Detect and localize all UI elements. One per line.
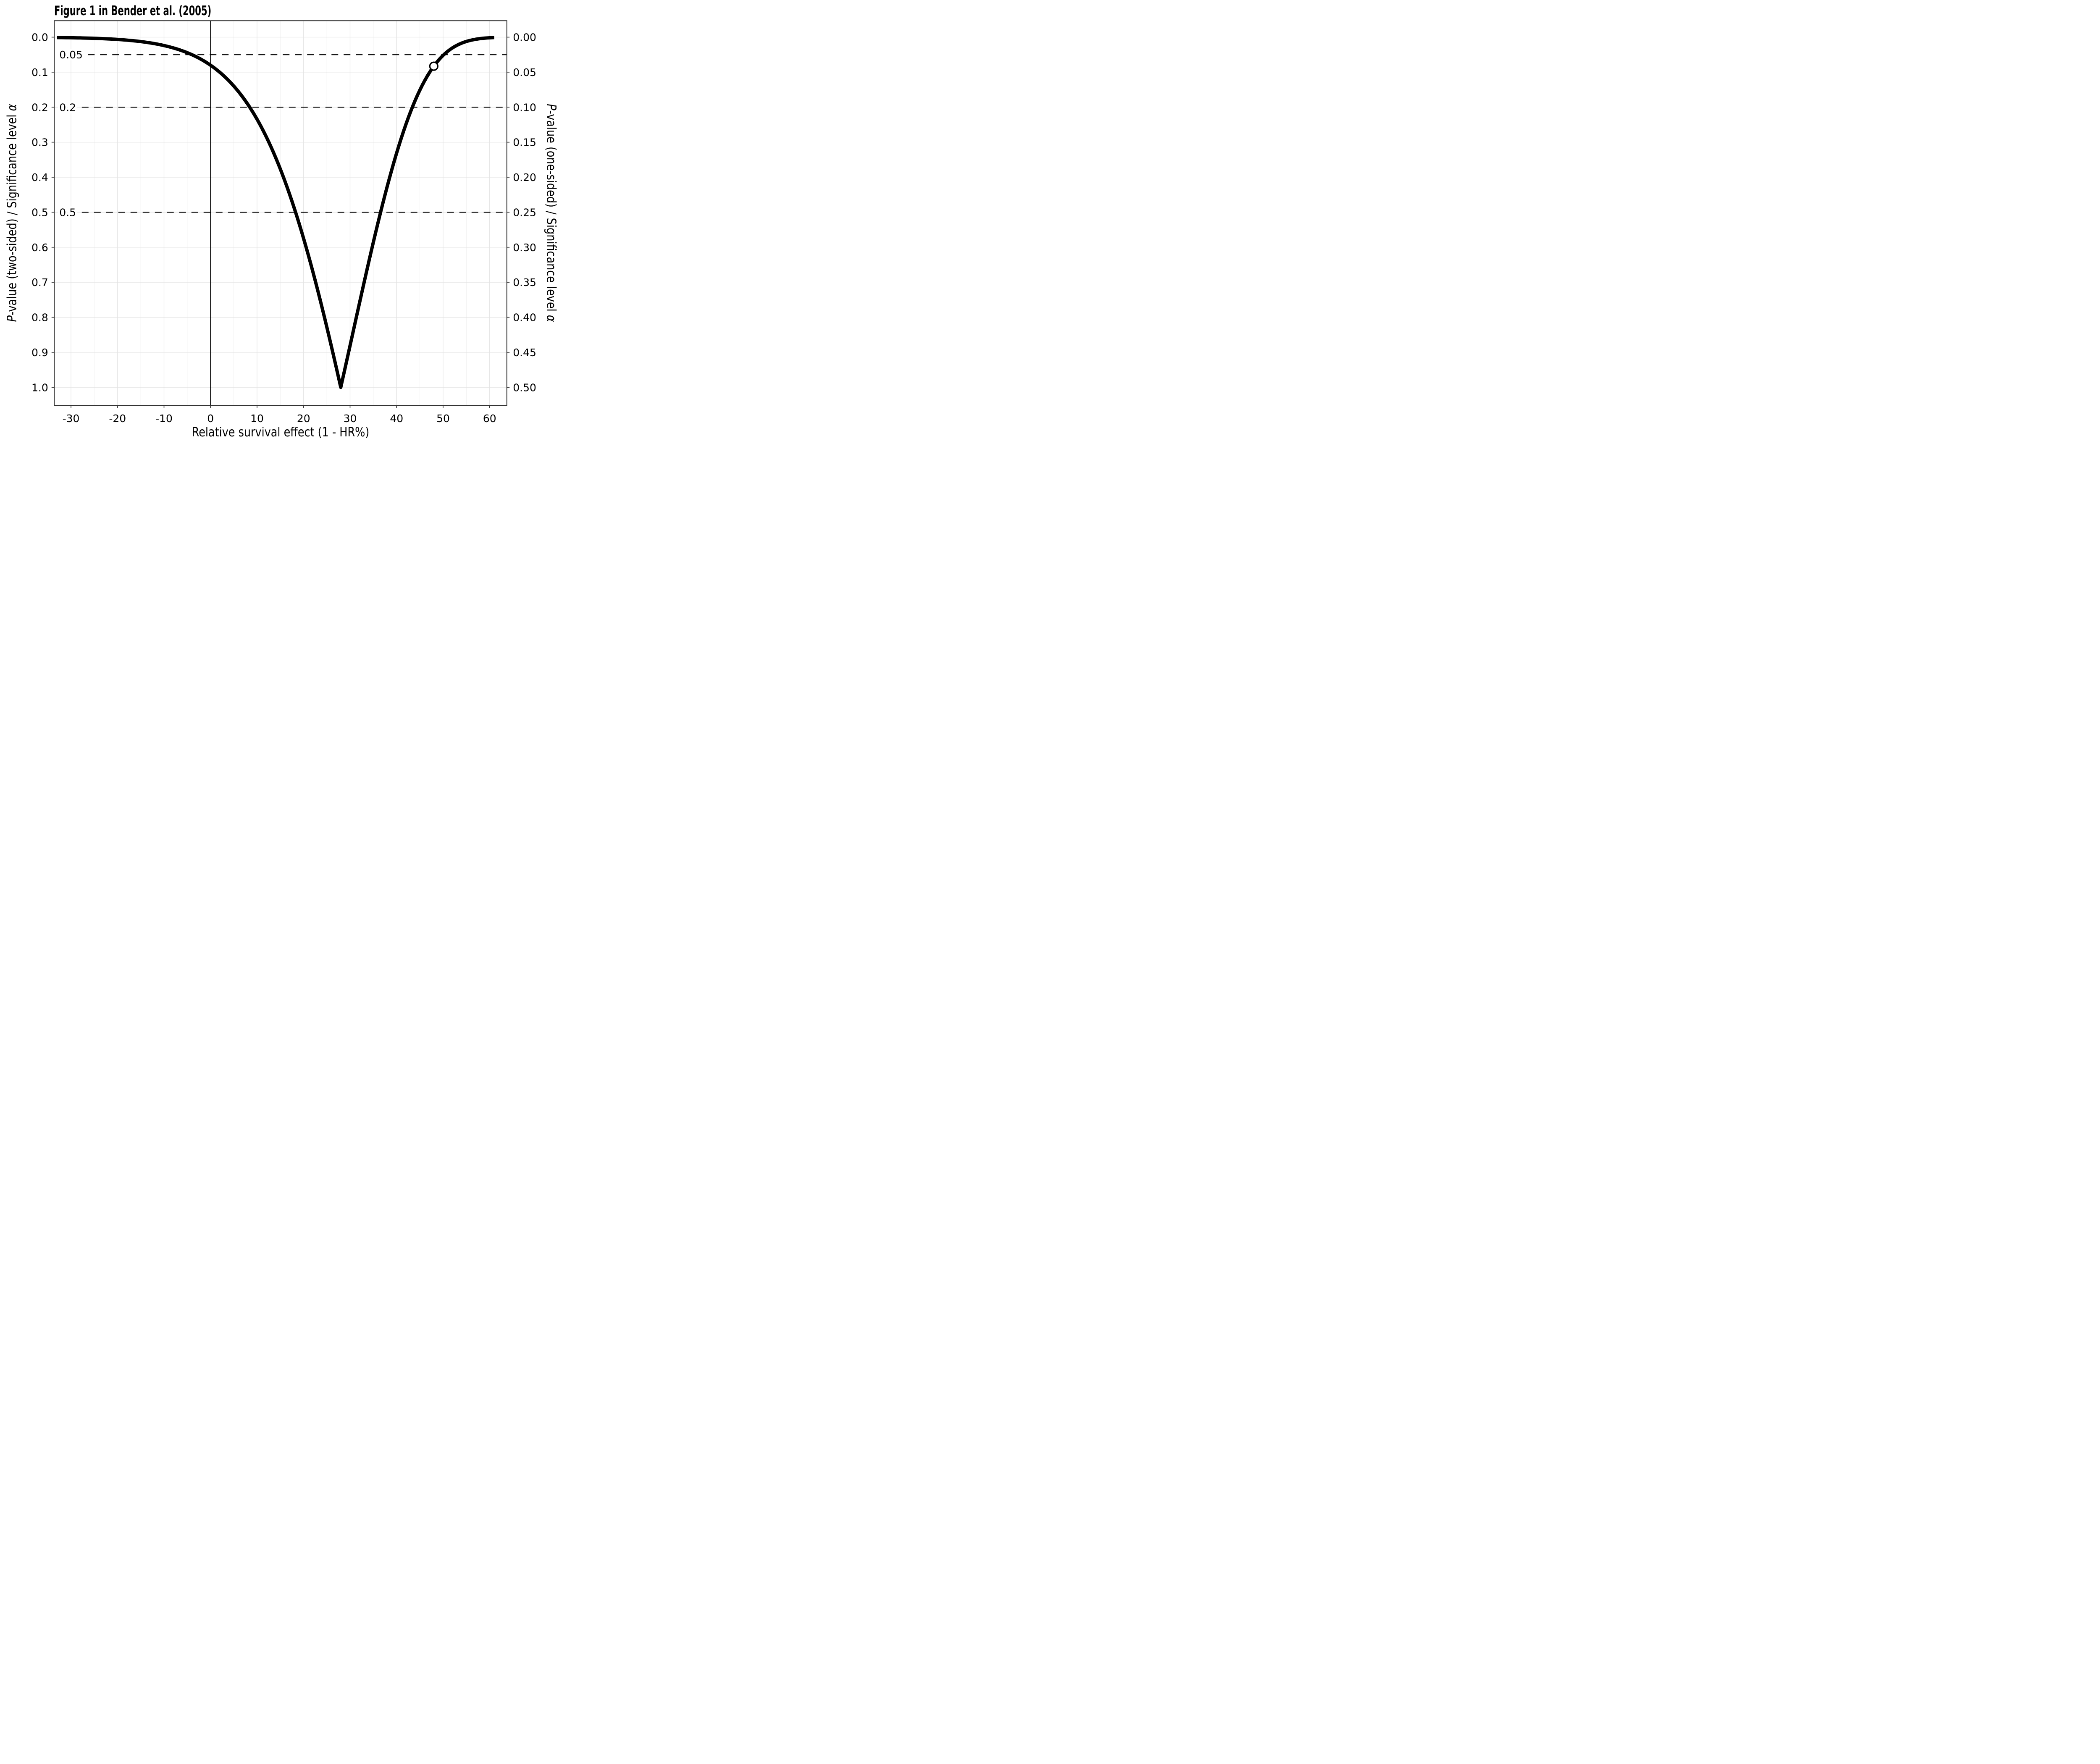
- y-left-title-alpha: α: [5, 104, 20, 111]
- y-left-tick-label: 0.5: [32, 206, 48, 218]
- y-left-tick-label: 0.6: [32, 242, 48, 254]
- y-right-tick-label: 0.45: [513, 346, 536, 359]
- x-tick-label: 60: [483, 412, 496, 425]
- y-left-title-mid: -value (two-sided) / Significance level: [5, 111, 20, 316]
- x-tick-label: 40: [390, 412, 403, 425]
- x-tick-label: 30: [344, 412, 357, 425]
- y-right-tick-label: 0.15: [513, 136, 536, 149]
- y-right-title-mid: -value (one-sided) / Significance level: [543, 110, 559, 315]
- x-tick-label: 20: [297, 412, 310, 425]
- estimate-marker: [429, 61, 438, 71]
- y-right-title-alpha: α: [543, 315, 559, 322]
- x-tick-label: 0: [207, 412, 214, 425]
- pvalue-curve: [57, 36, 494, 389]
- y-left-tick-label: 0.8: [32, 312, 48, 324]
- y-right-tick-label: 0.25: [513, 206, 536, 218]
- x-tick-label: 10: [250, 412, 264, 425]
- x-axis-title-text: Relative survival effect (1 - HR%): [192, 425, 370, 440]
- x-tick-label: -30: [63, 412, 80, 425]
- y-right-tick-label: 0.50: [513, 381, 536, 394]
- y-right-tick-label: 0.40: [513, 312, 536, 324]
- y-right-tick-label: 0.20: [513, 171, 536, 184]
- y-right-tick-label: 0.35: [513, 276, 536, 289]
- panel-border: [54, 20, 507, 406]
- y-left-tick-label: 0.2: [32, 101, 48, 113]
- x-tick-label: -10: [155, 412, 173, 425]
- chart-title: Figure 1 in Bender et al. (2005): [54, 3, 212, 18]
- y-left-tick-label: 1.0: [32, 381, 48, 394]
- reference-label-0.2: 0.2: [59, 101, 76, 113]
- y-right-tick-label: 0.10: [513, 101, 536, 113]
- y-left-title-p: P: [5, 315, 20, 322]
- y-axis-title-right: P-value (one-sided) / Significance level…: [544, 104, 559, 322]
- y-right-tick-label: 0.30: [513, 242, 536, 254]
- x-axis-title: Relative survival effect (1 - HR%): [192, 425, 370, 440]
- reference-label-0.05: 0.05: [59, 49, 83, 61]
- y-left-tick-label: 0.1: [32, 66, 48, 79]
- pvalue-function-figure: Figure 1 in Bender et al. (2005) -30 -20-…: [0, 0, 567, 441]
- y-left-tick-label: 0.3: [32, 136, 48, 149]
- y-left-tick-label: 0.7: [32, 276, 48, 289]
- y-right-tick-label: 0.05: [513, 66, 536, 79]
- y-right-title-p: P: [543, 104, 559, 110]
- y-left-tick-label: 0.4: [32, 171, 48, 184]
- y-left-tick-label: 0.0: [32, 32, 48, 44]
- y-left-tick-label: 0.9: [32, 346, 48, 359]
- y-axis-title-left: P-value (two-sided) / Significance level…: [5, 104, 20, 322]
- reference-label-0.5: 0.5: [59, 206, 76, 218]
- panel-background: [54, 21, 507, 406]
- plot-area: -30 -20 -10 0 10 20 30 40 50 60 0.0 0.1 0.2 0.3 0.4 0.5…: [32, 20, 536, 425]
- x-tick-label: 50: [436, 412, 450, 425]
- x-tick-label: -20: [109, 412, 126, 425]
- y-right-tick-label: 0.00: [513, 32, 536, 44]
